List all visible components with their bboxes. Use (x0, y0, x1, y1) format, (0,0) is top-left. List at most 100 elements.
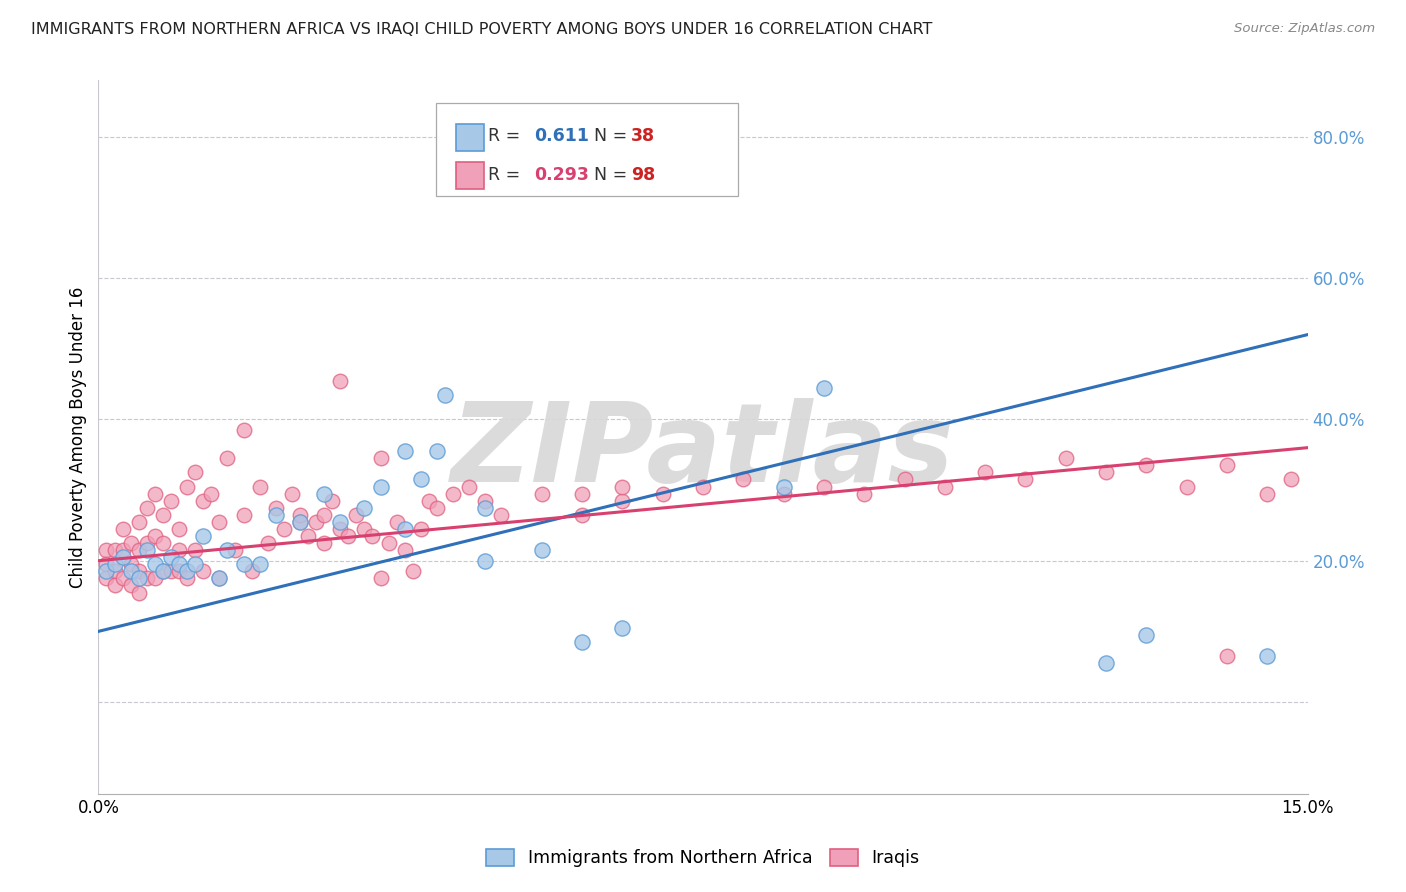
Point (1216, 649, 1239, 664)
Point (96, 558, 118, 572)
Point (288, 508, 311, 522)
Legend: Immigrants from Northern Africa, Iraqis: Immigrants from Northern Africa, Iraqis (486, 848, 920, 867)
Point (772, 486, 794, 500)
Point (1054, 451, 1077, 466)
Point (370, 571, 392, 585)
Point (458, 479, 481, 493)
Point (297, 529, 319, 543)
Point (1175, 479, 1198, 493)
Point (344, 508, 367, 522)
Point (813, 381, 835, 395)
Point (314, 536, 336, 550)
Text: 98: 98 (631, 166, 655, 184)
Point (135, 536, 157, 550)
Point (256, 536, 278, 550)
Point (176, 571, 198, 585)
Point (232, 423, 254, 437)
Point (135, 571, 157, 585)
Point (329, 374, 352, 388)
Point (208, 571, 231, 585)
Point (1135, 458, 1157, 473)
Point (111, 550, 134, 565)
Point (305, 515, 328, 529)
Point (974, 466, 997, 480)
Point (409, 473, 432, 487)
Point (281, 486, 304, 500)
Point (128, 543, 150, 558)
Point (160, 493, 183, 508)
Point (394, 543, 416, 558)
Point (193, 493, 215, 508)
Point (853, 486, 876, 500)
Text: N =: N = (583, 128, 633, 145)
Point (571, 508, 593, 522)
Point (111, 571, 134, 585)
Point (135, 500, 157, 515)
Point (612, 493, 634, 508)
Point (152, 508, 174, 522)
Point (394, 444, 416, 458)
Point (571, 486, 593, 500)
Point (193, 564, 215, 578)
Point (184, 466, 207, 480)
Text: Source: ZipAtlas.com: Source: ZipAtlas.com (1234, 22, 1375, 36)
Point (208, 571, 231, 585)
Point (1135, 628, 1157, 642)
Point (200, 486, 222, 500)
Point (103, 558, 125, 572)
Point (530, 543, 553, 558)
Point (143, 529, 166, 543)
Point (120, 558, 142, 572)
Point (434, 387, 457, 401)
Point (934, 479, 956, 493)
Point (418, 493, 440, 508)
Point (128, 585, 150, 599)
Point (474, 493, 496, 508)
Point (1095, 656, 1118, 670)
Point (232, 558, 254, 572)
Point (426, 500, 449, 515)
Point (128, 515, 150, 529)
Point (370, 451, 392, 466)
Point (612, 479, 634, 493)
Point (103, 578, 125, 592)
Point (361, 529, 384, 543)
Point (160, 564, 183, 578)
Point (120, 564, 142, 578)
Point (1216, 458, 1239, 473)
Point (167, 564, 190, 578)
Point (264, 500, 287, 515)
Point (135, 543, 157, 558)
Point (329, 522, 352, 536)
Point (103, 564, 125, 578)
Point (321, 493, 343, 508)
Point (385, 515, 408, 529)
Point (167, 522, 190, 536)
Point (377, 536, 399, 550)
Point (612, 621, 634, 635)
Point (409, 522, 432, 536)
Point (167, 558, 190, 572)
Point (491, 508, 513, 522)
Point (184, 558, 207, 572)
Point (772, 479, 794, 493)
Point (160, 550, 183, 565)
Point (208, 515, 231, 529)
Point (120, 578, 142, 592)
Point (240, 564, 263, 578)
Text: IMMIGRANTS FROM NORTHERN AFRICA VS IRAQI CHILD POVERTY AMONG BOYS UNDER 16 CORRE: IMMIGRANTS FROM NORTHERN AFRICA VS IRAQI… (31, 22, 932, 37)
Point (1095, 466, 1118, 480)
Point (273, 522, 295, 536)
Point (232, 508, 254, 522)
Y-axis label: Child Poverty Among Boys Under 16: Child Poverty Among Boys Under 16 (69, 286, 87, 588)
Point (120, 536, 142, 550)
Point (217, 543, 239, 558)
Point (651, 486, 673, 500)
Point (1281, 473, 1303, 487)
Point (474, 554, 496, 568)
Point (193, 529, 215, 543)
Point (337, 529, 360, 543)
Point (264, 508, 287, 522)
Point (184, 543, 207, 558)
Point (96, 564, 118, 578)
